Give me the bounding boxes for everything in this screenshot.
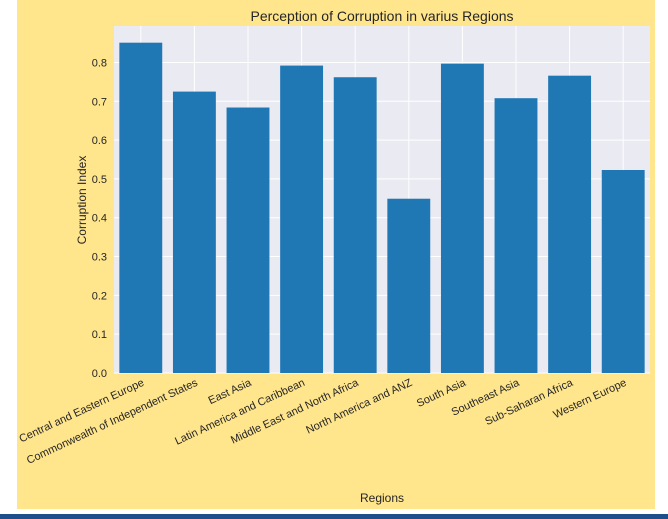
bar-east-asia bbox=[226, 107, 270, 373]
chart-title: Perception of Corruption in varius Regio… bbox=[250, 8, 513, 24]
y-tick-label: 0.1 bbox=[92, 329, 107, 341]
bar-central-and-eastern-europe bbox=[119, 42, 163, 373]
y-axis-title: Corruption Index bbox=[75, 156, 89, 245]
bar-sub-saharan-africa bbox=[548, 75, 592, 374]
bars bbox=[119, 42, 645, 374]
bar-south-asia bbox=[440, 63, 484, 373]
y-axis-ticks: 0.0 0.1 0.2 0.3 0.4 0.5 0.6 0.7 0.8 bbox=[92, 57, 107, 380]
x-axis-title: Regions bbox=[360, 491, 404, 505]
bar-north-america-and-anz bbox=[387, 198, 431, 373]
bar-southeast-asia bbox=[494, 98, 538, 373]
y-tick-label: 0.5 bbox=[92, 174, 107, 186]
y-tick-label: 0.7 bbox=[92, 96, 107, 108]
window-bottom-strip bbox=[0, 514, 668, 519]
y-tick-label: 0.0 bbox=[92, 368, 107, 380]
bar-commonwealth-of-independent-states bbox=[172, 91, 216, 374]
bar-latin-america-and-caribbean bbox=[280, 65, 324, 373]
y-tick-label: 0.6 bbox=[92, 135, 107, 147]
y-tick-label: 0.2 bbox=[92, 290, 107, 302]
bar-western-europe bbox=[601, 170, 645, 373]
bar-middle-east-and-north-africa bbox=[333, 77, 377, 374]
y-tick-label: 0.4 bbox=[92, 213, 107, 225]
x-tick-label: Sub-Saharan Africa bbox=[483, 376, 575, 428]
y-tick-label: 0.8 bbox=[92, 57, 107, 69]
y-tick-label: 0.3 bbox=[92, 252, 107, 264]
